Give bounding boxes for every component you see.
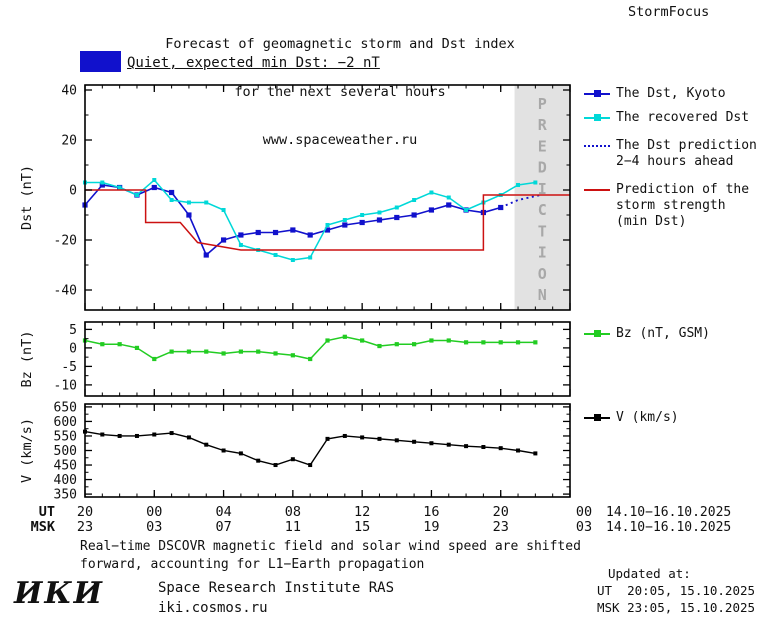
title-line-2: for the next several hours <box>234 84 446 100</box>
footnote-line-1: Real−time DSCOVR magnetic field and sola… <box>80 539 581 554</box>
svg-text:N: N <box>538 286 547 304</box>
title-line-1: Forecast of geomagnetic storm and Dst in… <box>165 36 515 52</box>
chart-title-block: Forecast of geomagnetic storm and Dst in… <box>95 4 585 164</box>
legend-label-line: storm strength <box>616 198 726 213</box>
svg-text:Dst (nT): Dst (nT) <box>19 165 35 230</box>
svg-text:I: I <box>538 180 547 198</box>
legend-label-line: 2−4 hours ahead <box>616 154 734 169</box>
svg-text:00: 00 <box>576 504 592 520</box>
svg-text:20: 20 <box>61 134 77 149</box>
status-label: Quiet, expected min Dst: −2 nT <box>127 55 380 71</box>
svg-text:04: 04 <box>215 504 231 520</box>
red-line-icon <box>584 184 610 197</box>
updated-msk-time: MSK 23:05, 15.10.2025 <box>597 600 756 615</box>
svg-text:5: 5 <box>69 323 77 338</box>
svg-text:16: 16 <box>423 504 439 520</box>
bz-line-icon <box>584 328 610 341</box>
svg-text:600: 600 <box>54 415 77 430</box>
legend-item-dst-prediction: The Dst prediction 2−4 hours ahead <box>584 138 757 170</box>
svg-text:400: 400 <box>54 473 77 488</box>
institute-name: Space Research Institute RAS <box>158 580 395 596</box>
recovered-dst-line-icon <box>584 112 610 125</box>
svg-text:19: 19 <box>423 519 439 535</box>
svg-text:C: C <box>538 201 547 219</box>
svg-text:-10: -10 <box>54 378 77 393</box>
svg-text:23: 23 <box>77 519 93 535</box>
legend-item-recovered-dst: The recovered Dst <box>584 110 749 126</box>
svg-text:00: 00 <box>146 504 162 520</box>
status-quiet-swatch <box>80 51 121 72</box>
svg-text:450: 450 <box>54 459 77 474</box>
legend-label: The Dst, Kyoto <box>616 86 726 101</box>
svg-text:08: 08 <box>285 504 301 520</box>
svg-text:650: 650 <box>54 400 77 415</box>
svg-text:500: 500 <box>54 444 77 459</box>
speed-line-icon <box>584 412 610 425</box>
svg-text:I: I <box>538 244 547 262</box>
iki-logo: ИКИ <box>14 576 104 611</box>
svg-text:07: 07 <box>215 519 231 535</box>
svg-text:15: 15 <box>354 519 370 535</box>
title-url: www.spaceweather.ru <box>262 132 418 148</box>
svg-text:40: 40 <box>61 84 77 99</box>
legend-item-speed: V (km/s) <box>584 410 679 426</box>
svg-text:12: 12 <box>354 504 370 520</box>
brand-stormfocus: StormFocus <box>628 4 710 20</box>
updated-at-label: Updated at: <box>608 566 691 581</box>
legend-item-bz: Bz (nT, GSM) <box>584 326 710 342</box>
svg-text:14.10−16.10.2025: 14.10−16.10.2025 <box>606 520 731 535</box>
svg-text:V (km/s): V (km/s) <box>19 418 35 483</box>
svg-text:T: T <box>538 222 547 240</box>
legend-label-line: (min Dst) <box>616 214 687 229</box>
footnote-line-2: forward, accounting for L1−Earth propaga… <box>80 557 425 572</box>
legend-label: V (km/s) <box>616 410 679 425</box>
svg-text:20: 20 <box>77 504 93 520</box>
dst-kyoto-line-icon <box>584 88 610 101</box>
legend-label: Bz (nT, GSM) <box>616 326 710 341</box>
institute-site: iki.cosmos.ru <box>158 600 268 616</box>
svg-text:Bz (nT): Bz (nT) <box>19 331 35 388</box>
svg-text:-40: -40 <box>54 284 77 299</box>
svg-text:550: 550 <box>54 429 77 444</box>
legend-label: The recovered Dst <box>616 110 750 125</box>
svg-text:MSK: MSK <box>31 519 56 535</box>
svg-text:350: 350 <box>54 488 77 503</box>
svg-text:O: O <box>538 265 547 283</box>
legend-label-line: The Dst prediction <box>616 138 757 153</box>
svg-text:0: 0 <box>69 184 77 199</box>
svg-text:23: 23 <box>493 519 509 535</box>
svg-text:03: 03 <box>146 519 162 535</box>
svg-text:11: 11 <box>285 519 301 535</box>
legend-item-dst-kyoto: The Dst, Kyoto <box>584 86 726 102</box>
legend-item-storm-strength: Prediction of the storm strength (min Ds… <box>584 182 749 230</box>
svg-text:03: 03 <box>576 519 592 535</box>
svg-text:0: 0 <box>69 341 77 356</box>
updated-ut-time: UT 20:05, 15.10.2025 <box>597 583 756 598</box>
legend-label-line: Prediction of the <box>616 182 750 197</box>
svg-text:-20: -20 <box>54 234 77 249</box>
svg-text:14.10−16.10.2025: 14.10−16.10.2025 <box>606 505 731 520</box>
dotted-line-icon <box>584 140 610 153</box>
svg-text:UT: UT <box>39 504 55 520</box>
svg-text:-5: -5 <box>61 360 77 375</box>
svg-text:20: 20 <box>493 504 509 520</box>
